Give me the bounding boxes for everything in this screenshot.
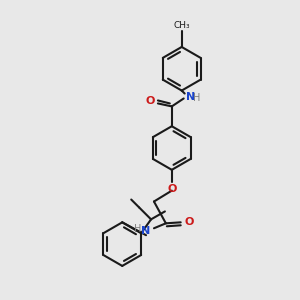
Text: O: O	[185, 217, 194, 227]
Text: H: H	[193, 94, 200, 103]
Text: N: N	[141, 226, 151, 236]
Text: CH₃: CH₃	[173, 21, 190, 30]
Text: N: N	[186, 92, 195, 101]
Text: O: O	[146, 97, 155, 106]
Text: H: H	[134, 224, 141, 234]
Text: O: O	[167, 184, 176, 194]
